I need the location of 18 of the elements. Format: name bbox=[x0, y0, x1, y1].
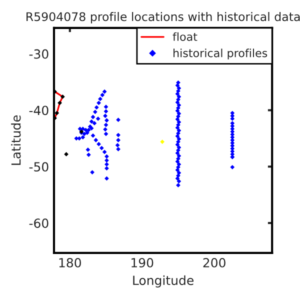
y-axis-title: Latitude bbox=[11, 115, 21, 165]
point bbox=[64, 152, 68, 156]
legend-label: historical profiles bbox=[174, 48, 268, 60]
point bbox=[160, 140, 165, 144]
line-series bbox=[54, 90, 64, 119]
y-tick-label: -60 bbox=[29, 218, 48, 228]
point bbox=[58, 100, 62, 106]
y-tick-label: -30 bbox=[29, 49, 48, 59]
point bbox=[60, 94, 65, 99]
x-tick-label: 180 bbox=[59, 258, 81, 268]
y-tick-label: -50 bbox=[29, 162, 48, 172]
chart-title: R5904078 profile locations with historical data bbox=[26, 12, 300, 24]
legend-label: float bbox=[172, 32, 198, 41]
x-tick-label: 200 bbox=[203, 258, 226, 268]
x-tick-label: 190 bbox=[132, 258, 154, 268]
y-tick-label: -40 bbox=[29, 106, 48, 116]
point bbox=[54, 110, 60, 116]
x-axis-title: Longitude bbox=[133, 275, 194, 288]
